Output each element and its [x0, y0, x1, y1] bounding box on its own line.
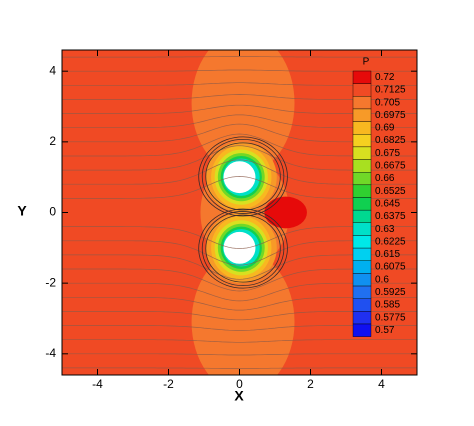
- contour-region: [264, 196, 307, 229]
- y-axis-label: Y: [17, 203, 27, 219]
- colorbar-swatch: [352, 146, 372, 160]
- colorbar-label: 0.645: [375, 198, 400, 209]
- colorbar-swatch: [352, 171, 372, 186]
- streamline: [62, 353, 417, 356]
- colorbar-swatch: [352, 83, 372, 97]
- x-tick-label: -4: [92, 377, 103, 391]
- colorbar-label: 0.6: [375, 274, 389, 285]
- colorbar-swatch: [352, 134, 372, 148]
- colorbar-swatch: [352, 108, 372, 122]
- colorbar-label: 0.72: [375, 72, 395, 83]
- colorbar-label: 0.63: [375, 224, 395, 235]
- colorbar-swatch: [352, 96, 372, 110]
- streamline: [205, 214, 281, 283]
- contour-region: [191, 50, 295, 174]
- cylinder: [223, 161, 256, 194]
- x-axis-label: X: [234, 388, 244, 404]
- colorbar-label: 0.6825: [375, 135, 406, 146]
- colorbar-swatch: [352, 273, 372, 287]
- contour-region: [191, 251, 295, 375]
- streamline: [205, 142, 281, 211]
- colorbar-label: 0.6375: [375, 211, 406, 222]
- colorbar-title: P: [363, 57, 370, 68]
- colorbar-label: 0.585: [375, 300, 400, 311]
- axes: -4 -2 0 2 4-4-20240.720.71250.7050.69750.690…: [45, 49, 418, 391]
- colorbar-label: 0.705: [375, 97, 400, 108]
- colorbar-swatch: [352, 222, 372, 236]
- colorbar-label: 0.6975: [375, 110, 406, 121]
- colorbar-swatch: [352, 159, 372, 173]
- colorbar-swatch: [352, 285, 372, 299]
- streamline: [62, 367, 417, 369]
- colorbar-swatch: [352, 197, 372, 211]
- colorbar-swatch: [352, 184, 372, 198]
- colorbar-label: 0.675: [375, 148, 400, 159]
- colorbar-swatch: [352, 298, 372, 312]
- colorbar-label: 0.57: [375, 325, 395, 336]
- x-tick-label: -2: [163, 377, 174, 391]
- colorbar-label: 0.5925: [375, 287, 406, 298]
- colorbar-label: 0.6225: [375, 236, 406, 247]
- colorbar-swatch: [352, 247, 372, 261]
- colorbar-swatch: [352, 311, 372, 325]
- x-tick-label: 2: [307, 377, 314, 391]
- streamline: [62, 56, 417, 58]
- colorbar-label: 0.615: [375, 249, 400, 260]
- streamline: [201, 138, 285, 214]
- colorbar-label: 0.6675: [375, 161, 406, 172]
- y-tick-label: 2: [49, 134, 56, 148]
- streamline: [198, 136, 288, 217]
- colorbar-swatch: [352, 235, 372, 249]
- colorbar-label: 0.69: [375, 123, 395, 134]
- colorbar-label: 0.66: [375, 173, 395, 184]
- y-tick-label: -4: [45, 346, 56, 360]
- colorbar-swatch: [352, 70, 372, 84]
- cylinder: [223, 231, 256, 264]
- colorbar-label: 0.7125: [375, 85, 406, 96]
- x-tick-label: 4: [378, 377, 385, 391]
- streamline: [201, 211, 285, 287]
- colorbar-label: 0.5775: [375, 312, 406, 323]
- streamline: [198, 208, 288, 289]
- streamline: [62, 339, 417, 343]
- x-tick-label: 0: [236, 377, 243, 391]
- colorbar-swatch: [352, 260, 372, 274]
- colorbar-label: 0.6525: [375, 186, 406, 197]
- y-tick-label: 4: [49, 63, 56, 77]
- colorbar-swatch: [352, 323, 372, 337]
- colorbar-label: 0.6075: [375, 262, 406, 273]
- colorbar-swatch: [352, 121, 372, 135]
- y-tick-label: 0: [49, 205, 56, 219]
- colorbar-swatch: [352, 209, 372, 223]
- y-tick-label: -2: [45, 275, 56, 289]
